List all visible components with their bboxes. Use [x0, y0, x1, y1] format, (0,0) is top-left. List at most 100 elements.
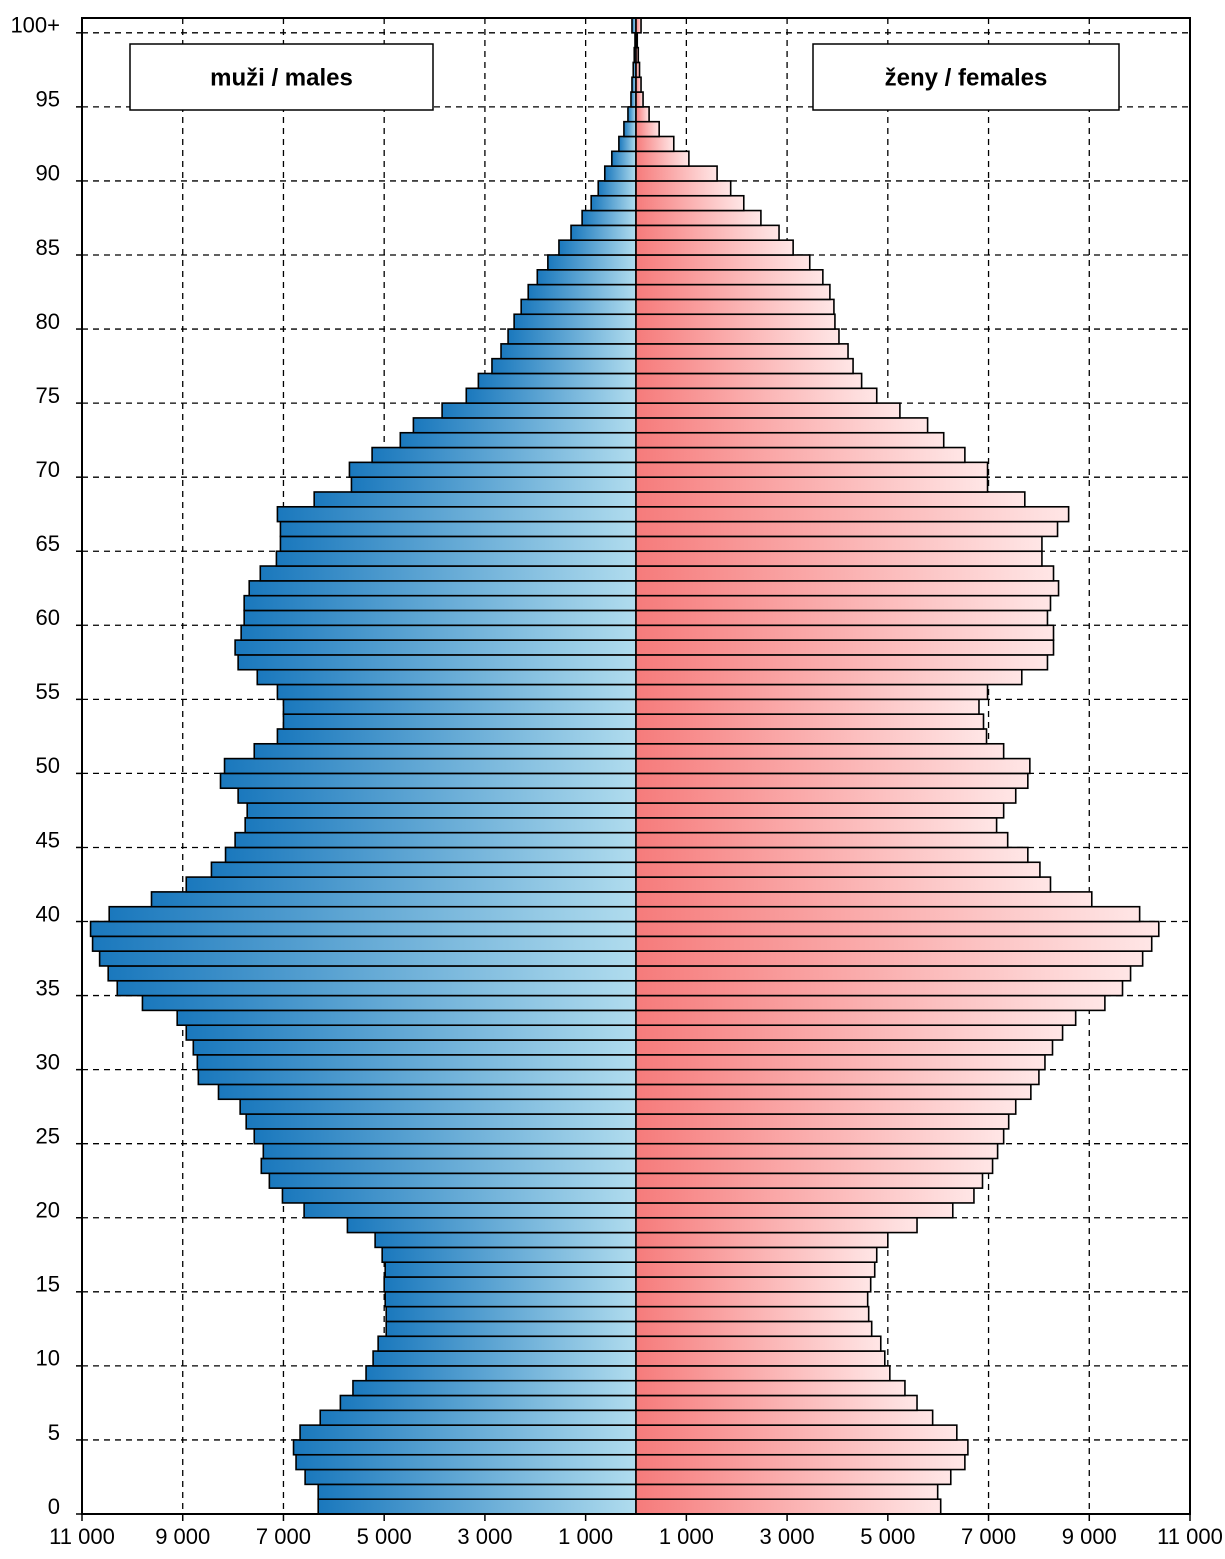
bar	[196, 1054, 637, 1071]
bar	[500, 343, 637, 360]
bar	[635, 1054, 1046, 1071]
bar	[635, 417, 929, 434]
bar	[295, 1453, 637, 1471]
bar	[350, 476, 637, 493]
bar	[635, 1335, 882, 1352]
bar	[197, 1068, 637, 1086]
bar	[371, 446, 637, 464]
bar	[441, 402, 637, 419]
y-tick-label: 65	[36, 531, 60, 556]
bar	[536, 269, 637, 286]
bar	[635, 1276, 872, 1293]
bar	[384, 1291, 637, 1308]
bar	[275, 550, 637, 567]
y-tick-label: 35	[36, 975, 60, 1000]
x-tick-label: 1 000	[558, 1524, 613, 1549]
bar	[635, 580, 1060, 597]
bar	[243, 594, 637, 612]
bar	[635, 1113, 1010, 1130]
bar	[381, 1246, 637, 1263]
bar	[635, 180, 732, 197]
bar	[635, 846, 1029, 864]
bar	[635, 61, 641, 79]
x-tick-label: 3 000	[760, 1524, 815, 1549]
bar	[304, 1468, 637, 1486]
bar	[635, 1187, 975, 1204]
bar	[635, 1424, 958, 1441]
bar	[253, 1128, 637, 1145]
bar	[150, 891, 637, 908]
y-tick-label: 30	[36, 1049, 60, 1074]
bar	[210, 861, 637, 878]
bar	[635, 1083, 1032, 1101]
bar	[635, 624, 1055, 641]
bar	[635, 1098, 1017, 1115]
x-tick-label: 5 000	[860, 1524, 915, 1549]
bar	[635, 639, 1055, 656]
bar	[507, 328, 637, 345]
bar	[635, 994, 1106, 1012]
bar	[635, 1350, 886, 1367]
bar	[248, 580, 637, 597]
bar	[317, 1483, 637, 1500]
bar	[635, 1142, 999, 1160]
bar	[635, 46, 640, 64]
bar	[412, 417, 637, 434]
bar	[313, 491, 637, 508]
bar	[635, 254, 811, 271]
bar	[385, 1320, 637, 1338]
bar	[635, 594, 1052, 612]
bar	[590, 194, 637, 212]
bar	[240, 624, 637, 641]
bar	[635, 1394, 918, 1412]
bar	[372, 1350, 637, 1367]
bar	[635, 387, 878, 404]
bar	[245, 1113, 637, 1130]
bar	[185, 1024, 637, 1041]
bar	[635, 76, 642, 93]
bar	[244, 817, 637, 834]
y-tick-label: 10	[36, 1346, 60, 1371]
bar	[635, 1468, 952, 1486]
bar	[635, 520, 1059, 538]
bar	[635, 1024, 1064, 1041]
bar	[635, 505, 1070, 523]
bar	[377, 1335, 637, 1352]
bar	[635, 120, 660, 138]
bar	[635, 135, 675, 153]
bar	[383, 1276, 637, 1293]
y-tick-label: 70	[36, 457, 60, 482]
bar	[635, 654, 1049, 671]
x-tick-label: 9 000	[155, 1524, 210, 1549]
bar	[217, 1083, 637, 1101]
bar	[346, 1216, 637, 1234]
bar	[635, 91, 644, 108]
bar	[635, 1068, 1040, 1086]
bar	[246, 802, 637, 819]
bar	[635, 891, 1093, 908]
bar	[635, 876, 1052, 893]
y-tick-label: 20	[36, 1198, 60, 1223]
y-tick-label: 55	[36, 679, 60, 704]
bar	[581, 209, 637, 227]
bar	[385, 1305, 637, 1323]
bar	[635, 224, 780, 241]
bar	[635, 239, 794, 256]
bar	[635, 165, 718, 182]
bar	[635, 372, 863, 390]
y-tick-label: 15	[36, 1272, 60, 1297]
bar	[635, 565, 1055, 582]
bar	[635, 1039, 1054, 1056]
legend-box	[129, 43, 434, 111]
bar	[635, 698, 980, 715]
y-tick-label: 75	[36, 383, 60, 408]
bar	[253, 742, 637, 760]
bar	[635, 979, 1124, 997]
bar	[635, 1216, 918, 1234]
bar	[603, 165, 637, 182]
y-tick-label: 95	[36, 87, 60, 112]
bar	[219, 772, 637, 790]
bar	[635, 728, 988, 745]
bar	[239, 1098, 637, 1115]
legend-label: ženy / females	[885, 64, 1048, 91]
